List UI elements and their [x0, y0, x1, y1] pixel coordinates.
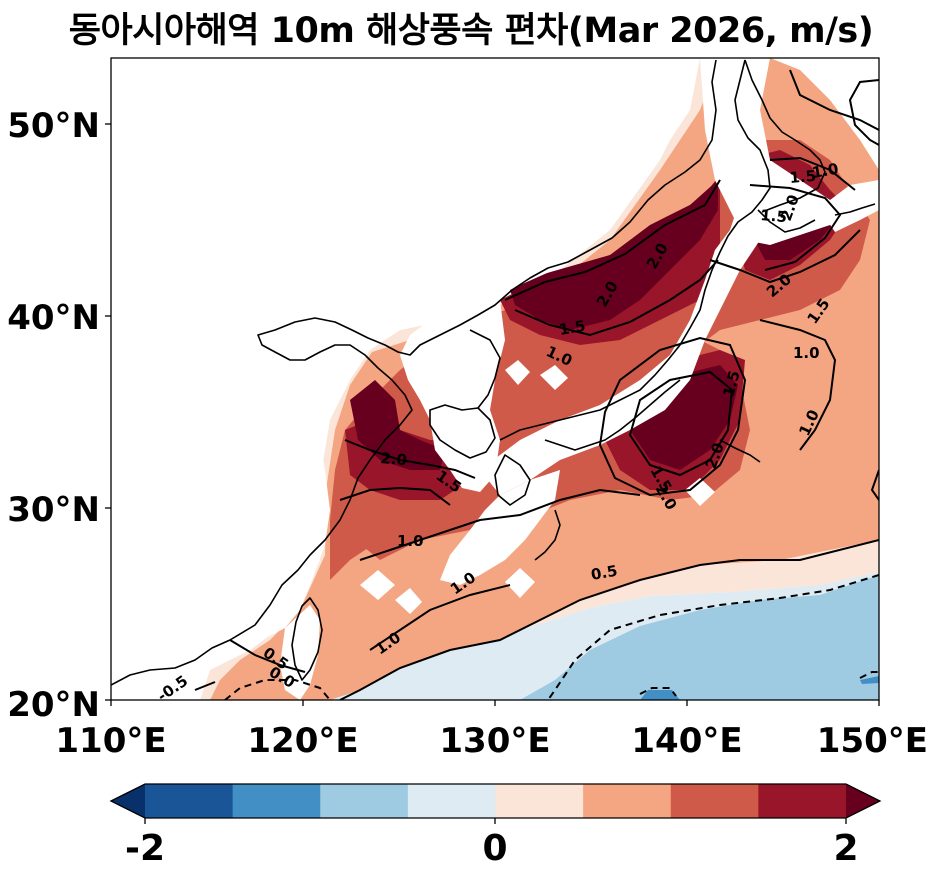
contour-label: 1.5 [760, 206, 788, 226]
colorbar-cell [145, 784, 234, 818]
negative-contours [224, 574, 879, 700]
colorbar-tick-label: 2 [833, 828, 858, 869]
colorbar-cell [232, 784, 321, 818]
colorbar-cell [758, 784, 847, 818]
contour-lines [194, 69, 879, 700]
coastlines [111, 59, 876, 686]
masked-island-3 [505, 568, 535, 598]
kyushu-ryukyu [440, 470, 560, 585]
contour-label: 1.0 [793, 344, 820, 362]
chart-title: 동아시아해역 10m 해상풍속 편차(Mar 2026, m/s) [68, 11, 874, 51]
x-tick-label: 110°E [55, 721, 166, 761]
japan-hokkaido [700, 58, 879, 245]
colorbar-extend-high [846, 784, 880, 818]
x-tick-label: 150°E [817, 721, 928, 761]
map-plot-area: 1.0 1.5 2.0 1.5 2.0 1.5 2.0 1.0 1.5 2.0 … [111, 58, 879, 700]
band-pos-10 [510, 180, 718, 330]
masked-island-2 [685, 478, 715, 506]
y-tick-label: 40°N [7, 298, 100, 338]
band-neg-6 [860, 676, 879, 684]
colorbar-cell [495, 784, 584, 818]
masked-island-4 [360, 570, 395, 600]
y-tick-label: 20°N [7, 685, 100, 725]
china-mainland [111, 58, 700, 700]
masked-island-5 [395, 588, 422, 614]
colorbar-cell [320, 784, 409, 818]
y-axis-ticks: 20°N 30°N 40°N 50°N [7, 106, 100, 725]
band-pos-9 [350, 380, 445, 470]
y-tick-label: 30°N [7, 490, 100, 530]
contour-label: 1.5 [558, 317, 587, 339]
tick-marks [105, 123, 880, 706]
colorbar-cell [670, 784, 759, 818]
x-axis-ticks: 110°E 120°E 130°E 140°E 150°E [55, 721, 928, 761]
korea-peninsula [400, 300, 505, 492]
contour-label: 1.0 [397, 532, 424, 550]
x-tick-label: 120°E [247, 721, 358, 761]
colorbar-extend-low [111, 784, 145, 818]
kuril-strip [820, 185, 879, 232]
masked-island-1 [505, 360, 530, 385]
y-tick-label: 50°N [7, 106, 100, 146]
contour-label: 0.5 [590, 562, 619, 584]
sakhalin-area [740, 150, 775, 195]
band-neg-5 [640, 690, 680, 700]
contour-label: 1.5 [789, 167, 817, 187]
colorbar: -2 0 2 [109, 783, 882, 869]
taiwan [280, 605, 320, 700]
x-tick-label: 130°E [439, 721, 550, 761]
x-tick-label: 140°E [631, 721, 742, 761]
contour-label: 2.0 [380, 449, 408, 469]
masked-island-6 [540, 365, 568, 390]
colorbar-tick-label: -2 [125, 828, 165, 869]
colorbar-tick-label: 0 [482, 828, 507, 869]
colorbar-cell [583, 784, 672, 818]
contour-label: 1.0 [811, 160, 840, 182]
colorbar-cell [407, 784, 496, 818]
band-neg-2 [520, 575, 879, 700]
